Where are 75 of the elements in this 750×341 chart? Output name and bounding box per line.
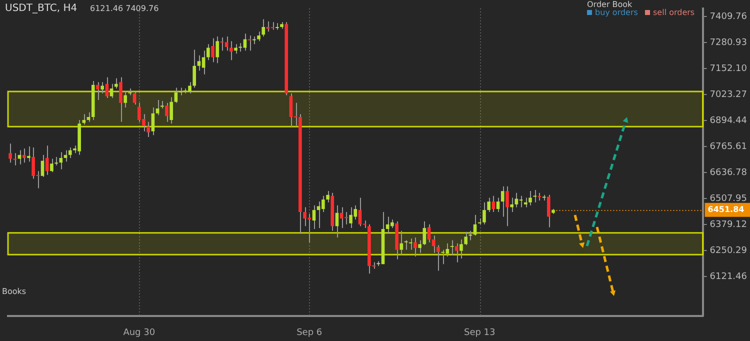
y-tick-label: 6379.12 (710, 220, 747, 230)
candlestick (528, 190, 532, 206)
candlestick (506, 186, 509, 227)
candlestick (270, 22, 274, 30)
candlestick (546, 194, 550, 228)
candlestick (170, 96, 173, 124)
candlestick (119, 76, 122, 122)
candlestick (13, 152, 17, 166)
candlestick (82, 114, 86, 126)
candlestick (454, 242, 458, 263)
y-tick-label: 7152.10 (710, 64, 748, 74)
candlestick (124, 91, 127, 108)
annotation: buy orders (594, 8, 638, 17)
candlestick (40, 154, 44, 178)
candlestick (312, 204, 316, 230)
candlestick (450, 240, 454, 256)
annotation: Order Book (587, 0, 632, 9)
candlestick (211, 38, 214, 63)
candlestick (197, 54, 201, 72)
candlestick (220, 36, 224, 52)
candlestick (262, 18, 266, 37)
candlestick (496, 197, 500, 213)
y-tick-label: 6250.29 (710, 246, 748, 256)
candlestick (404, 240, 408, 250)
candlestick (289, 92, 293, 128)
candlestick (482, 202, 486, 225)
candlestick (230, 40, 233, 61)
candlestick (165, 102, 168, 122)
annotation: sell orders (652, 8, 695, 17)
annotation: Books (2, 287, 26, 296)
candlestick (248, 34, 252, 52)
candlestick (132, 91, 136, 106)
candlestick (151, 107, 155, 136)
candlestick (216, 36, 220, 64)
ref-line-label: 6451.84 (708, 204, 745, 214)
candlestick (400, 230, 404, 256)
y-tick-label: 7280.93 (710, 38, 747, 48)
y-tick-label: 7409.76 (710, 12, 748, 22)
candlestick (422, 220, 426, 246)
y-tick-label: 7023.27 (710, 90, 747, 100)
candlestick (460, 239, 463, 259)
y-tick-label: 6765.61 (710, 142, 747, 152)
candlestick (45, 145, 49, 176)
y-tick-label: 6894.44 (710, 116, 748, 126)
x-tick-label: Sep 13 (464, 328, 496, 338)
candlestick (510, 197, 514, 213)
candlestick (464, 231, 468, 246)
candlestick (533, 190, 536, 203)
candlestick (266, 20, 270, 32)
candlestick (418, 240, 422, 254)
candlestick (500, 186, 504, 218)
candlestick (8, 143, 12, 164)
candlestick (519, 195, 523, 208)
chart-title: USDT_BTC, H4 (5, 3, 78, 14)
candlestick (18, 150, 22, 165)
candlestick (492, 195, 496, 213)
candlestick (96, 82, 100, 101)
y-tick-label: 6121.46 (710, 272, 748, 282)
candlestick (514, 192, 518, 208)
y-tick-label: 6636.78 (710, 168, 748, 178)
x-tick-label: Sep 6 (296, 328, 322, 338)
candlestick (22, 148, 26, 164)
candlestick (100, 82, 104, 94)
candlestick (27, 146, 30, 162)
x-tick-label: Aug 30 (123, 328, 156, 338)
candlestick (427, 224, 431, 243)
candlestick (326, 190, 330, 203)
candlestick (414, 236, 417, 257)
candlestick (408, 238, 412, 250)
candlestick (468, 230, 472, 241)
candlestick (68, 146, 72, 158)
chart-subtitle: 6121.46 7409.76 (90, 4, 159, 13)
candlestick (174, 87, 178, 104)
y-tick-label: 6507.95 (710, 194, 747, 204)
candlestick (487, 197, 490, 213)
